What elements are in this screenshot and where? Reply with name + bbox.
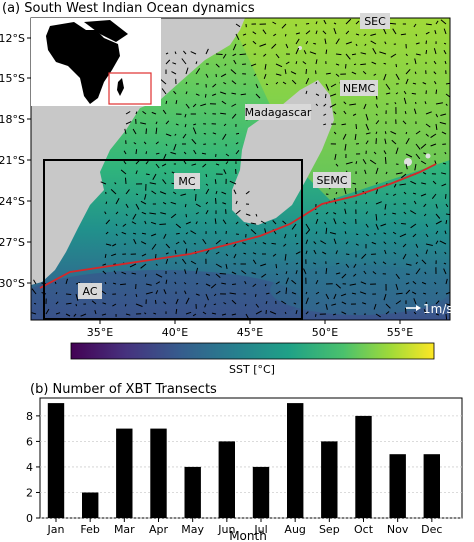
latitude-axis: 12°S 15°S 18°S 21°S 24°S 27°S 30°S — [0, 32, 31, 290]
x-tick-label: Jan — [47, 523, 65, 536]
island — [404, 158, 412, 166]
colorbar — [70, 342, 435, 360]
bar-jul — [252, 466, 270, 518]
cool-patch — [270, 265, 450, 315]
map-labels: SEC NEMC Madagascar MC SEMC AC — [78, 13, 390, 299]
map-title: (a) South West Indian Ocean dynamics — [2, 1, 255, 16]
label-semc: SEMC — [316, 174, 347, 187]
inset-map — [31, 18, 161, 106]
bar-chart: 0 2 4 6 8 Jan Feb Mar Apr May Jun Jul Aug Sep Oct Nov De… — [26, 397, 463, 536]
inset-region-box — [108, 72, 152, 105]
velocity-arrows — [31, 18, 450, 320]
label-madagascar: Madagascar — [245, 106, 312, 119]
y-tick-label: 6 — [26, 435, 33, 448]
inset-africa — [46, 22, 120, 104]
scale-arrow: 1m/s — [406, 302, 453, 316]
island — [298, 46, 302, 50]
bar-feb — [82, 492, 99, 518]
y-tick-label: 0 — [26, 512, 33, 525]
scale-arrow-label: 1m/s — [423, 302, 453, 316]
plot-frame — [39, 397, 463, 519]
lon-tick-label: 45°E — [237, 326, 263, 339]
y-tick-label: 8 — [26, 410, 33, 423]
island — [425, 153, 431, 159]
bar-may — [184, 466, 201, 518]
lon-tick-label: 55°E — [387, 326, 413, 339]
lat-tick-label: 24°S — [0, 195, 25, 208]
x-tick-label: Sep — [319, 523, 340, 536]
x-tick-label: Jun — [217, 523, 235, 536]
lat-tick-label: 18°S — [0, 113, 25, 126]
x-tick-label: Nov — [387, 523, 409, 536]
y-tick-label: 4 — [26, 461, 33, 474]
study-region-box — [43, 159, 303, 320]
x-tick-label: Apr — [149, 523, 169, 536]
x-tick-label: Aug — [284, 523, 305, 536]
longitude-axis: 35°E 40°E 45°E 50°E 55°E — [87, 320, 413, 339]
map-frame — [30, 17, 451, 321]
colorbar-label: SST [°C] — [229, 363, 275, 376]
bar-mar — [116, 428, 133, 518]
bar-jan — [47, 403, 65, 518]
lat-tick-label: 30°S — [0, 277, 25, 290]
warm-patch — [230, 18, 450, 200]
x-tick-label: May — [181, 523, 204, 536]
inset-arabia — [84, 20, 128, 42]
lat-tick-label: 21°S — [0, 154, 25, 167]
lat-tick-label: 15°S — [0, 72, 25, 85]
label-ac: AC — [82, 285, 97, 298]
bar-oct — [355, 415, 372, 518]
label-sec: SEC — [364, 15, 386, 28]
bar-sep — [321, 441, 338, 518]
bar-jun — [218, 441, 235, 518]
bar-apr — [150, 428, 167, 518]
lon-tick-label: 35°E — [87, 326, 113, 339]
bar-dec — [423, 454, 440, 518]
x-tick-label: Feb — [80, 523, 99, 536]
x-axis-label: Month — [229, 529, 267, 542]
label-box — [174, 173, 200, 189]
lat-tick-label: 12°S — [0, 32, 25, 45]
x-tick-label: Oct — [354, 523, 374, 536]
inset-madagascar — [117, 78, 124, 96]
lon-tick-label: 40°E — [162, 326, 188, 339]
label-box — [360, 13, 390, 29]
sst-map — [31, 18, 450, 320]
lat-tick-label: 27°S — [0, 236, 25, 249]
xbt-track — [39, 163, 437, 289]
bar-aug — [287, 403, 304, 518]
x-tick-label: Mar — [114, 523, 135, 536]
x-tick-label: Dec — [421, 523, 442, 536]
label-box — [78, 283, 102, 299]
label-box — [313, 172, 351, 188]
chart-title: (b) Number of XBT Transects — [30, 382, 217, 397]
label-box — [340, 80, 378, 96]
x-tick-label: Jul — [253, 523, 267, 536]
bar-nov — [389, 454, 406, 518]
label-nemc: NEMC — [343, 82, 376, 95]
cool-patch — [31, 270, 300, 320]
y-tick-label: 2 — [26, 486, 33, 499]
label-mc: MC — [178, 175, 195, 188]
lon-tick-label: 50°E — [312, 326, 338, 339]
label-box — [245, 104, 311, 120]
